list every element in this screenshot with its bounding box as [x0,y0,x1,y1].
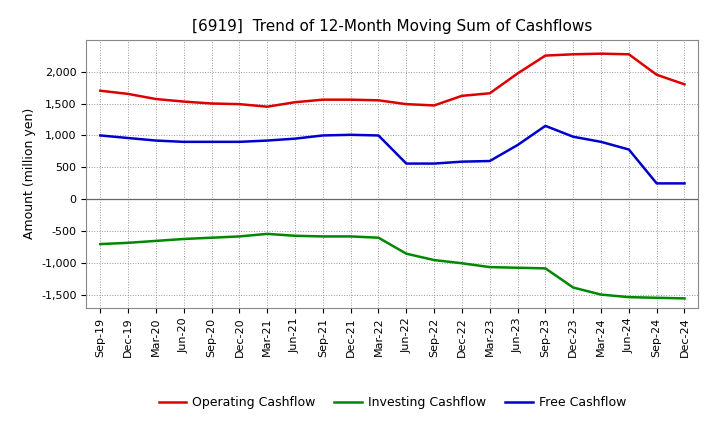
Investing Cashflow [346,234,355,239]
Free Cashflow [430,161,438,166]
Operating Cashflow [402,102,410,107]
Investing Cashflow [291,233,300,238]
Operating Cashflow [458,93,467,99]
Operating Cashflow [207,101,216,106]
Operating Cashflow [541,53,550,58]
Free Cashflow [485,158,494,164]
Title: [6919]  Trend of 12-Month Moving Sum of Cashflows: [6919] Trend of 12-Month Moving Sum of C… [192,19,593,34]
Operating Cashflow [624,51,633,57]
Investing Cashflow [263,231,271,237]
Operating Cashflow [680,82,689,87]
Free Cashflow [179,139,188,144]
Investing Cashflow [207,235,216,240]
Investing Cashflow [374,235,383,240]
Free Cashflow [541,123,550,128]
Free Cashflow [235,139,243,144]
Free Cashflow [263,138,271,143]
Operating Cashflow [179,99,188,104]
Free Cashflow [374,133,383,138]
Free Cashflow [513,143,522,148]
Investing Cashflow [458,260,467,266]
Free Cashflow [318,133,327,138]
Investing Cashflow [680,296,689,301]
Free Cashflow [569,134,577,139]
Free Cashflow [402,161,410,166]
Operating Cashflow [597,51,606,56]
Operating Cashflow [124,91,132,96]
Y-axis label: Amount (million yen): Amount (million yen) [22,108,35,239]
Operating Cashflow [235,102,243,107]
Investing Cashflow [235,234,243,239]
Operating Cashflow [346,97,355,103]
Free Cashflow [597,139,606,144]
Operating Cashflow [430,103,438,108]
Investing Cashflow [96,242,104,247]
Operating Cashflow [96,88,104,93]
Line: Free Cashflow: Free Cashflow [100,126,685,183]
Operating Cashflow [291,99,300,105]
Free Cashflow [458,159,467,164]
Operating Cashflow [513,71,522,76]
Free Cashflow [96,133,104,138]
Free Cashflow [624,147,633,152]
Free Cashflow [346,132,355,137]
Investing Cashflow [152,238,161,244]
Free Cashflow [124,136,132,141]
Operating Cashflow [374,98,383,103]
Investing Cashflow [569,285,577,290]
Investing Cashflow [652,295,661,301]
Operating Cashflow [652,72,661,77]
Operating Cashflow [569,51,577,57]
Operating Cashflow [263,104,271,109]
Investing Cashflow [513,265,522,270]
Free Cashflow [152,138,161,143]
Investing Cashflow [597,292,606,297]
Free Cashflow [291,136,300,141]
Investing Cashflow [318,234,327,239]
Investing Cashflow [124,240,132,246]
Line: Operating Cashflow: Operating Cashflow [100,54,685,106]
Legend: Operating Cashflow, Investing Cashflow, Free Cashflow: Operating Cashflow, Investing Cashflow, … [153,392,631,414]
Free Cashflow [207,139,216,144]
Free Cashflow [680,181,689,186]
Line: Investing Cashflow: Investing Cashflow [100,234,685,298]
Operating Cashflow [152,96,161,102]
Investing Cashflow [402,251,410,257]
Operating Cashflow [318,97,327,103]
Investing Cashflow [179,236,188,242]
Investing Cashflow [541,266,550,271]
Operating Cashflow [485,91,494,96]
Investing Cashflow [485,264,494,270]
Investing Cashflow [430,257,438,263]
Free Cashflow [652,181,661,186]
Investing Cashflow [624,294,633,300]
